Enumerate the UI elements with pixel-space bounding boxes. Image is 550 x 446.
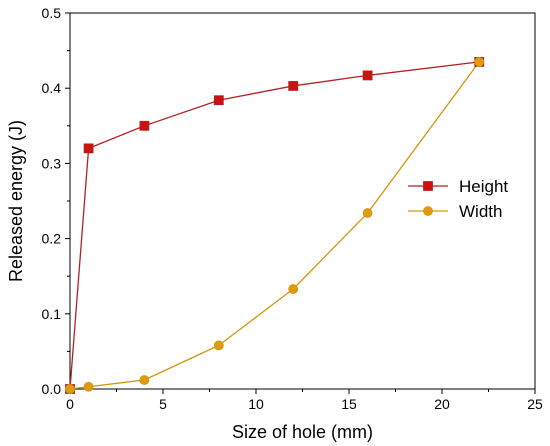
x-tick-label: 15 [341, 396, 357, 412]
plot-area [65, 56, 485, 394]
x-tick-label: 0 [66, 396, 74, 412]
legend-width-marker [423, 206, 433, 216]
y-tick-label: 0.0 [42, 381, 62, 397]
height-series-line [69, 61, 480, 390]
width-point [288, 284, 299, 294]
width-point [65, 384, 75, 394]
height-point [83, 143, 94, 154]
legend-height-label: Height [459, 177, 508, 196]
width-point [362, 208, 373, 218]
width-point [213, 340, 224, 351]
y-tick-label: 0.3 [42, 155, 62, 171]
x-tick-label: 25 [527, 396, 543, 412]
y-tick-label: 0.2 [42, 231, 62, 247]
height-point [139, 120, 150, 131]
x-axis-label: Size of hole (mm) [232, 422, 373, 442]
width-point [83, 381, 94, 392]
legend: Height Width [408, 177, 508, 221]
y-tick-label: 0.1 [42, 306, 62, 322]
x-tick-label: 10 [248, 396, 264, 412]
legend-height-marker [423, 181, 433, 191]
x-tick-label: 20 [434, 396, 450, 412]
x-tick-label: 5 [159, 396, 167, 412]
height-point [288, 81, 299, 91]
y-axis-label: Released energy (J) [6, 120, 26, 282]
width-point [139, 375, 150, 385]
height-point [362, 70, 373, 81]
plot-frame [69, 12, 536, 390]
y-tick-label: 0.4 [42, 80, 62, 96]
width-point [474, 56, 485, 67]
width-series-line [69, 61, 480, 390]
y-tick-label: 0.5 [42, 5, 62, 21]
height-point [213, 95, 224, 106]
legend-width-label: Width [459, 202, 502, 221]
axes: 0 5 10 15 20 25 0.0 0.1 0.2 0.3 0.4 0.5 [42, 5, 543, 412]
